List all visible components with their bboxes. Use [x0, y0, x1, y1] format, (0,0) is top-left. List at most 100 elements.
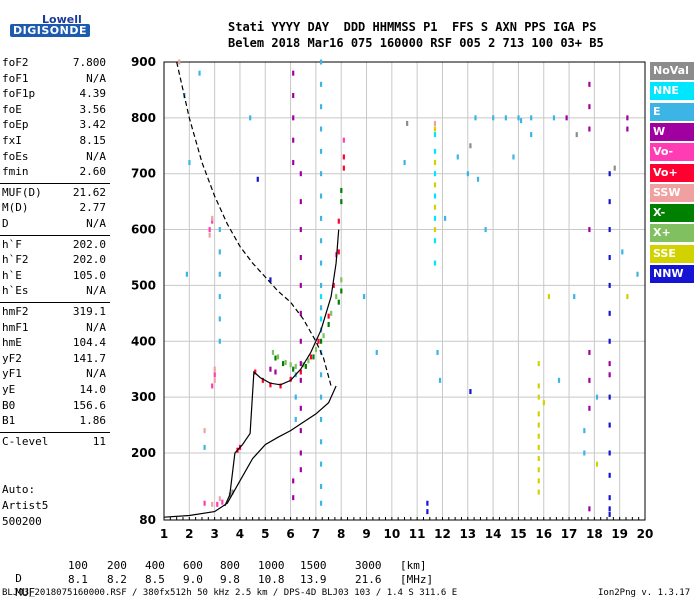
echo-point-noval [231, 489, 234, 495]
plot-border [163, 61, 646, 521]
param-value: 2.60 [79, 165, 107, 179]
echo-point-w [608, 361, 611, 367]
echo-point-nnw [608, 227, 611, 233]
echo-point-w [292, 160, 295, 166]
echo-point-xminus [327, 322, 330, 328]
echo-point-w [299, 428, 302, 434]
distance-value: 400 [145, 559, 165, 572]
param-name: C-level [2, 434, 49, 448]
echo-point-e [319, 439, 323, 445]
echo-point-e [218, 227, 221, 233]
profile-curve [163, 385, 337, 518]
echo-point-e [530, 132, 533, 138]
param-name: yE [2, 383, 16, 396]
echo-point-voplus [337, 218, 340, 224]
echo-point-e [319, 483, 323, 489]
echo-point-w [299, 377, 302, 383]
echo-point-e [249, 115, 252, 121]
param-row: h`Es N/A [2, 284, 106, 299]
echo-point-w [292, 137, 295, 143]
param-value: 4.39 [79, 87, 107, 101]
echo-point-ssw [211, 215, 214, 221]
echo-point-e [319, 193, 323, 199]
echo-point-nne [433, 215, 437, 221]
echo-point-nne [433, 193, 437, 199]
echo-point-e [504, 115, 507, 121]
autoscaling-version: 500200 [2, 515, 42, 528]
echo-point-voplus [279, 383, 282, 389]
echo-point-e [294, 416, 297, 422]
echo-point-e [319, 81, 323, 87]
param-separator [0, 182, 110, 184]
echo-point-nne [433, 132, 437, 138]
echo-point-w [565, 115, 568, 121]
profile-curve [224, 229, 340, 507]
echo-point-w [588, 405, 591, 411]
param-row: M(D) 2.77 [2, 201, 106, 216]
echo-point-xplus [271, 349, 275, 355]
muf-value: 8.5 [145, 573, 165, 586]
plasma-profile-dashed [176, 61, 332, 387]
echo-point-xplus [276, 354, 280, 360]
param-name: h`Es [2, 284, 29, 298]
echo-point-e [436, 349, 439, 355]
footer-version: Ion2Png v. 1.3.17 [598, 588, 691, 598]
echo-point-sse [537, 411, 540, 417]
echo-point-w [588, 126, 591, 132]
param-row: foE 3.56 [2, 103, 106, 118]
echo-point-xminus [312, 354, 315, 360]
echo-point-e [319, 59, 323, 65]
echo-point-w [299, 310, 302, 316]
echo-point-w [292, 495, 295, 501]
echo-point-w [299, 171, 302, 177]
echo-point-e [294, 394, 297, 400]
muf-value: 13.9 [300, 573, 327, 586]
param-row: hmF2 319.1 [2, 305, 106, 320]
distance-value: 3000 [355, 559, 382, 572]
echo-point-e [319, 126, 323, 132]
echo-point-nnw [608, 472, 611, 478]
echo-point-voplus [342, 154, 345, 160]
echo-point-e [319, 215, 323, 221]
y-tick-label: 400 [131, 334, 156, 348]
echo-point-vominus [211, 383, 214, 389]
x-tick-label: 9 [362, 527, 370, 541]
x-tick-label: 3 [210, 527, 218, 541]
echo-point-w [274, 369, 277, 375]
muf-value: 9.0 [183, 573, 203, 586]
param-name: foF1p [2, 87, 36, 101]
param-name: foF1 [2, 71, 29, 85]
echo-point-ssw [213, 377, 216, 383]
param-value: 14.0 [79, 383, 107, 396]
echo-point-e [319, 282, 323, 288]
echo-point-w [299, 450, 302, 456]
echo-point-e [188, 160, 191, 166]
param-value: 8.15 [79, 134, 107, 147]
muf-value: 9.8 [220, 573, 240, 586]
param-name: yF1 [2, 367, 22, 381]
muf-label: MUF [15, 586, 36, 599]
echo-point-nnw [269, 277, 272, 283]
echo-point-xminus [274, 355, 277, 361]
echo-point-xplus [314, 347, 318, 353]
autoscaling-software: Artist5 [2, 499, 49, 512]
y-tick-label: 700 [131, 167, 156, 181]
param-name: hmF2 [2, 305, 29, 318]
echo-point-e [218, 249, 221, 255]
distance-value: 100 [68, 559, 88, 572]
echo-point-sse [537, 394, 540, 400]
echo-point-xminus [319, 338, 323, 344]
echo-point-e [198, 70, 201, 76]
echo-point-w [299, 254, 302, 260]
echo-point-nnw [608, 171, 611, 177]
footer-file-info: BLJ03_2018075160000.RSF / 380fx512h 50 k… [2, 588, 458, 598]
ionogram-chart: 1 2 3 4 5 6 7 8 9 10 11 12 13 14 15 16 17 18 19 20802003004… [131, 55, 653, 541]
echo-point-ssw [208, 232, 211, 238]
param-value: 104.4 [72, 336, 106, 350]
param-name: foE [2, 102, 22, 116]
echo-point-w [292, 70, 295, 76]
echo-point-w [608, 372, 611, 378]
param-value: 1.86 [79, 414, 107, 428]
echo-point-nnw [608, 254, 611, 260]
echo-point-xplus [289, 362, 292, 368]
